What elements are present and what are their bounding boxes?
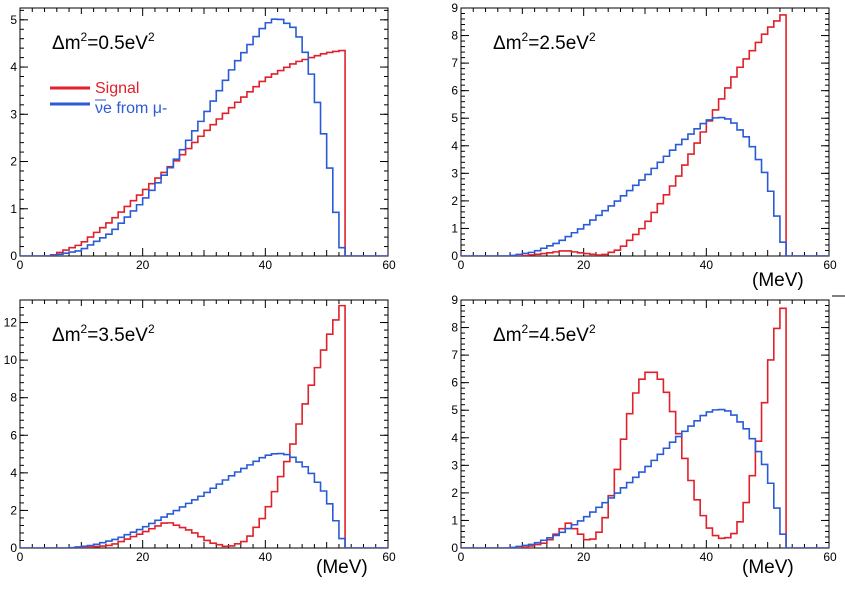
title-main: Δm	[52, 325, 81, 346]
y-tick-label: 0	[10, 541, 17, 555]
title-value: =0.5eV	[87, 33, 148, 54]
panel-title: Δm2=3.5eV2	[52, 322, 155, 346]
y-tick-label: 1	[451, 221, 458, 235]
x-tick-label: 0	[458, 550, 465, 564]
y-tick-label: 7	[451, 348, 458, 362]
title-sup2: 2	[589, 30, 596, 44]
y-tick-label: 8	[10, 391, 17, 405]
y-tick-label: 5	[451, 111, 458, 125]
title-sup2: 2	[148, 322, 155, 336]
x-tick-label: 0	[458, 258, 465, 272]
legend-label: Signal	[95, 80, 139, 97]
series-line-signal	[20, 49, 388, 256]
x-axis-label: (MeV)	[752, 270, 804, 291]
title-value: =4.5eV	[528, 325, 589, 346]
y-tick-label: 7	[451, 56, 458, 70]
x-tick-label: 40	[259, 550, 273, 564]
series-line-signal	[20, 304, 388, 548]
y-tick-label: 9	[451, 293, 458, 307]
title-main: Δm	[52, 33, 81, 54]
title-value: =3.5eV	[87, 325, 148, 346]
y-tick-label: 8	[451, 29, 458, 43]
x-tick-label: 60	[382, 550, 396, 564]
y-tick-label: 1	[10, 202, 17, 216]
y-tick-label: 10	[4, 353, 18, 367]
y-tick-label: 2	[10, 503, 17, 517]
x-tick-label: 0	[17, 258, 24, 272]
series-line-ve-from-mu	[461, 408, 829, 548]
y-tick-label: 4	[451, 431, 458, 445]
y-tick-label: 6	[10, 428, 17, 442]
x-tick-label: 20	[136, 550, 150, 564]
title-sup: 2	[522, 30, 529, 44]
y-tick-label: 2	[451, 194, 458, 208]
y-tick-label: 6	[451, 84, 458, 98]
title-sup2: 2	[148, 30, 155, 44]
y-tick-label: 6	[451, 376, 458, 390]
title-main: Δm	[493, 325, 522, 346]
y-tick-label: 9	[451, 1, 458, 15]
series-line-ve-from-mu	[20, 18, 388, 256]
title-sup: 2	[81, 30, 88, 44]
y-tick-label: 8	[451, 321, 458, 335]
series-line-signal	[461, 14, 829, 256]
legend-label: νe from μ-	[95, 100, 167, 117]
y-tick-label: 4	[10, 60, 17, 74]
x-tick-label: 0	[17, 550, 24, 564]
x-tick-label: 60	[382, 258, 396, 272]
y-tick-label: 2	[10, 155, 17, 169]
y-tick-label: 3	[10, 107, 17, 121]
x-tick-label: 20	[577, 258, 591, 272]
y-tick-label: 5	[10, 13, 17, 27]
title-sup: 2	[522, 322, 529, 336]
y-tick-label: 3	[451, 166, 458, 180]
x-axis-label: (MeV)	[316, 557, 368, 578]
y-tick-label: 3	[451, 458, 458, 472]
x-tick-label: 20	[577, 550, 591, 564]
y-tick-label: 4	[451, 139, 458, 153]
panel-title: Δm2=4.5eV2	[493, 322, 596, 346]
x-tick-label: 60	[823, 550, 837, 564]
x-tick-label: 40	[700, 258, 714, 272]
y-tick-label: 0	[451, 249, 458, 263]
title-sup2: 2	[589, 322, 596, 336]
x-tick-label: 40	[700, 550, 714, 564]
title-sup: 2	[81, 322, 88, 336]
y-tick-label: 1	[451, 513, 458, 527]
y-tick-label: 0	[451, 541, 458, 555]
series-line-ve-from-mu	[461, 116, 829, 256]
x-axis-label: (MeV)	[742, 557, 794, 578]
title-value: =2.5eV	[528, 33, 589, 54]
x-tick-label: 20	[136, 258, 150, 272]
title-main: Δm	[493, 33, 522, 54]
panel-title: Δm2=2.5eV2	[493, 30, 596, 54]
y-tick-label: 4	[10, 466, 17, 480]
x-tick-label: 60	[823, 258, 837, 272]
y-tick-label: 12	[4, 316, 18, 330]
x-tick-label: 40	[259, 258, 273, 272]
panel-title: Δm2=0.5eV2	[52, 30, 155, 54]
y-tick-label: 2	[451, 486, 458, 500]
y-tick-label: 0	[10, 249, 17, 263]
series-line-ve-from-mu	[20, 452, 388, 548]
y-tick-label: 5	[451, 403, 458, 417]
